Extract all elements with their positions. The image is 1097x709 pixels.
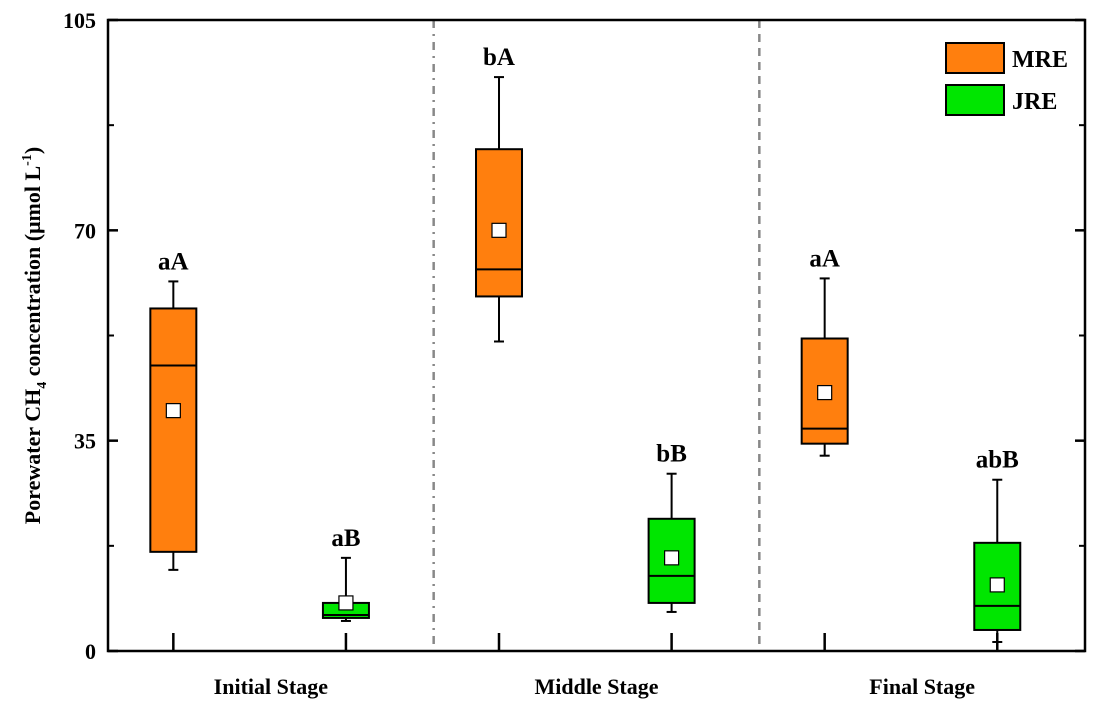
box-body (149, 307, 198, 553)
box-jre: aB (321, 525, 370, 622)
significance-label: abB (976, 447, 1019, 474)
y-tick-label: 70 (74, 218, 96, 243)
mean-marker (989, 577, 1005, 593)
mean-marker (338, 595, 354, 611)
x-tick-label: Middle Stage (534, 674, 658, 699)
legend-swatch-mre (945, 42, 1005, 74)
box-mre: aA (800, 245, 849, 457)
legend-label-mre: MRE (1012, 47, 1068, 73)
y-axis-label-sup: -1 (20, 154, 35, 166)
significance-label: aA (809, 245, 840, 272)
mean-marker (817, 384, 833, 401)
box-mre: aA (149, 248, 198, 571)
box-jre: bB (647, 441, 696, 613)
box-jre: abB (973, 447, 1022, 643)
legend: MRE JRE (945, 42, 1068, 116)
box-plot-series: aA bA aA aB bB abB (149, 44, 1022, 643)
y-axis-label-rest: concentration (μmol L (20, 166, 45, 382)
stage-separators (432, 20, 761, 651)
y-tick-label: 0 (85, 639, 96, 664)
y-axis-label-main: Porewater CH (20, 389, 45, 524)
mean-marker (664, 550, 680, 566)
legend-label-jre: JRE (1012, 89, 1057, 115)
x-axis: Initial Stage Middle Stage Final Stage (172, 633, 999, 699)
box-mre: bA (475, 44, 524, 343)
y-axis-label-end: ) (20, 147, 45, 154)
y-tick-label: 35 (74, 429, 96, 454)
mean-marker (165, 403, 181, 419)
y-tick-label: 105 (63, 8, 96, 33)
x-tick-label: Initial Stage (214, 674, 329, 699)
x-tick-label: Final Stage (869, 674, 975, 699)
legend-swatch-jre (945, 84, 1005, 116)
significance-label: aA (158, 248, 189, 275)
plot-frame (106, 18, 1087, 653)
y-axis-label-sub: 4 (35, 382, 50, 389)
mean-marker (491, 222, 507, 238)
box-body (647, 517, 696, 604)
y-axis-label: Porewater CH4 concentration (μmol L-1) (20, 147, 50, 524)
significance-label: bB (656, 441, 687, 468)
significance-label: aB (331, 525, 360, 552)
significance-label: bA (483, 44, 515, 71)
y-axis: 0 35 70 105 (63, 8, 1085, 664)
